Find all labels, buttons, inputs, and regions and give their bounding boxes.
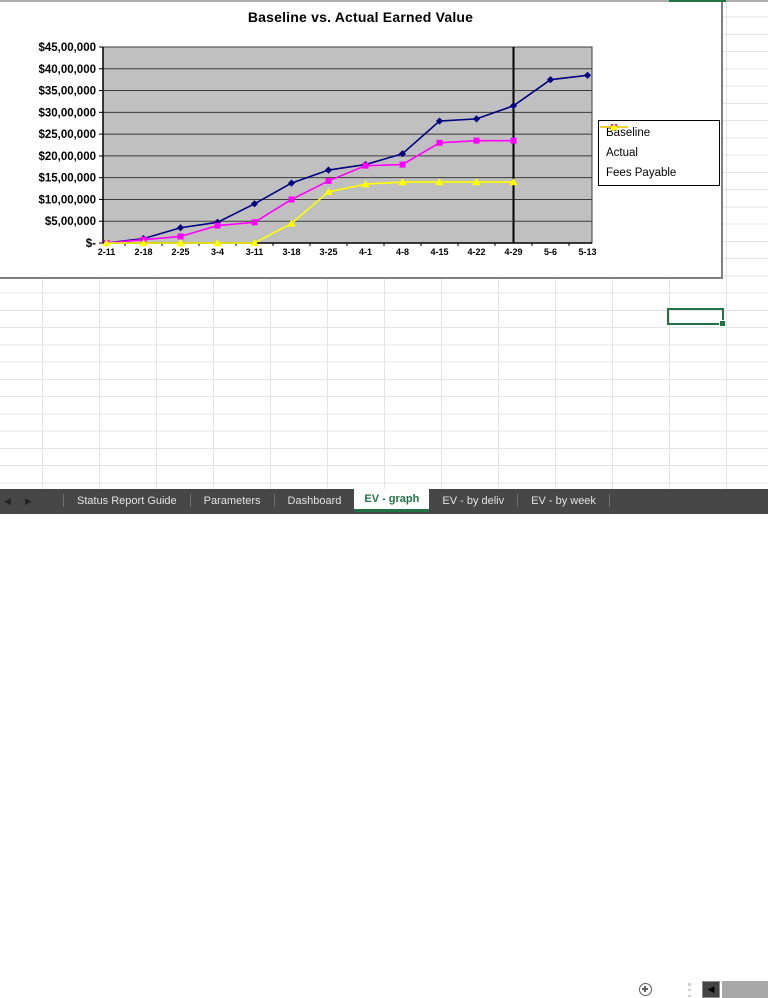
svg-text:4-22: 4-22 <box>467 247 485 257</box>
sheet-nav-right-icon[interactable]: ▶ <box>25 496 32 506</box>
svg-text:$35,00,000: $35,00,000 <box>38 86 96 98</box>
legend-label: Actual <box>606 147 638 159</box>
svg-text:3-18: 3-18 <box>282 247 300 257</box>
hscroll-left-arrow-icon[interactable]: ◀ <box>702 981 720 998</box>
chart-object[interactable]: Baseline vs. Actual Earned Value $45,00,… <box>0 2 723 279</box>
svg-text:5-6: 5-6 <box>544 247 557 257</box>
sheet-tab-status-report-guide[interactable]: Status Report Guide <box>77 494 177 507</box>
sheet-nav-left-icon[interactable]: ◀ <box>4 496 11 506</box>
svg-text:$10,00,000: $10,00,000 <box>38 194 96 206</box>
more-options-dots-icon[interactable] <box>688 983 691 997</box>
svg-text:$30,00,000: $30,00,000 <box>38 107 96 119</box>
series-fees-payable-line <box>106 181 514 244</box>
svg-text:$25,00,000: $25,00,000 <box>38 129 96 141</box>
selected-column-highlight <box>669 0 726 2</box>
new-sheet-plus-icon[interactable] <box>639 983 652 996</box>
svg-text:$-: $- <box>86 238 96 250</box>
tab-separator <box>517 494 519 507</box>
svg-text:3-25: 3-25 <box>319 247 337 257</box>
tab-separator <box>63 494 64 507</box>
svg-text:$15,00,000: $15,00,000 <box>38 173 96 185</box>
selected-cell[interactable] <box>667 308 726 327</box>
sheet-tab-bar: ◀ ▶ Status Report Guide Parameters Dashboa… <box>0 489 768 998</box>
series-actual-line <box>106 139 514 244</box>
svg-text:2-18: 2-18 <box>134 247 152 257</box>
legend-item: Fees Payable <box>600 123 719 179</box>
svg-text:$40,00,000: $40,00,000 <box>38 64 96 76</box>
chart-plot: $45,00,000 $40,00,000 $35,00,000 $30,00,000… <box>38 42 596 257</box>
tab-separator <box>608 494 610 507</box>
tab-separator <box>273 494 275 507</box>
svg-text:4-8: 4-8 <box>396 247 409 257</box>
fill-handle[interactable] <box>719 320 726 327</box>
chart-legend: Baseline Actual Fees Payable <box>598 120 720 186</box>
legend-label: Fees Payable <box>606 167 677 179</box>
svg-text:2-25: 2-25 <box>171 247 189 257</box>
chart-title: Baseline vs. Actual Earned Value <box>247 9 474 25</box>
column-header-edge <box>0 0 768 2</box>
hscroll-thumb[interactable] <box>722 981 768 998</box>
sheet-tab-ev-graph[interactable]: EV - graph <box>354 489 430 512</box>
tab-separator <box>189 494 191 507</box>
svg-text:3-11: 3-11 <box>246 247 264 257</box>
svg-text:$45,00,000: $45,00,000 <box>38 42 96 54</box>
legend-triangle-icon <box>600 123 628 131</box>
svg-text:3-4: 3-4 <box>211 247 224 257</box>
legend-item: Actual <box>600 124 719 159</box>
sheet-tab-ev-by-week[interactable]: EV - by week <box>531 494 596 507</box>
sheet-tabs: Status Report Guide Parameters Dashboard EV… <box>63 489 610 512</box>
svg-text:2-11: 2-11 <box>98 247 116 257</box>
sheet-tab-parameters[interactable]: Parameters <box>203 494 261 507</box>
series-baseline-line <box>106 74 588 244</box>
svg-text:4-29: 4-29 <box>504 247 522 257</box>
svg-text:$5,00,000: $5,00,000 <box>45 216 96 228</box>
svg-text:4-15: 4-15 <box>430 247 448 257</box>
svg-text:4-1: 4-1 <box>359 247 372 257</box>
sheet-tab-dashboard[interactable]: Dashboard <box>287 494 342 507</box>
sheet-tab-ev-by-deliv[interactable]: EV - by deliv <box>442 494 505 507</box>
svg-text:$20,00,000: $20,00,000 <box>38 151 96 163</box>
svg-text:5-13: 5-13 <box>578 247 596 257</box>
